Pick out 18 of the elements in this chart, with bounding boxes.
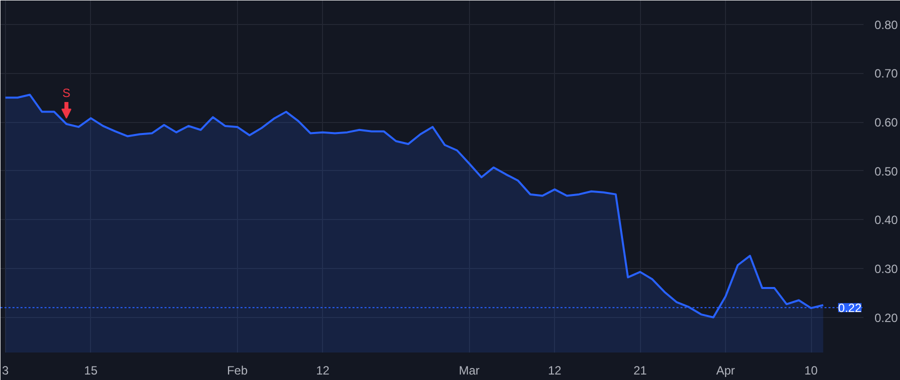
ref-line-label: 0.22: [838, 301, 862, 316]
x-tick-label: Apr: [716, 364, 735, 378]
y-tick-label: 0.20: [874, 310, 898, 325]
x-tick-label: 3: [2, 364, 10, 378]
x-tick-label: 12: [316, 364, 330, 378]
x-tick-label: Mar: [458, 364, 480, 378]
x-tick-label: 10: [804, 364, 818, 378]
x-tick-label: Feb: [226, 364, 248, 378]
x-tick-label: 12: [548, 364, 562, 378]
y-tick-label: 0.60: [874, 116, 898, 130]
y-tick-label: 0.50: [874, 164, 898, 178]
x-tick-label: 15: [84, 364, 98, 378]
y-tick-label: 0.40: [874, 213, 898, 228]
y-tick-label: 0.80: [874, 18, 898, 32]
y-tick-label: 0.30: [874, 262, 898, 276]
annotation: S: [62, 86, 70, 100]
x-tick-label: 21: [633, 364, 648, 378]
y-tick-label: 0.70: [874, 66, 898, 81]
